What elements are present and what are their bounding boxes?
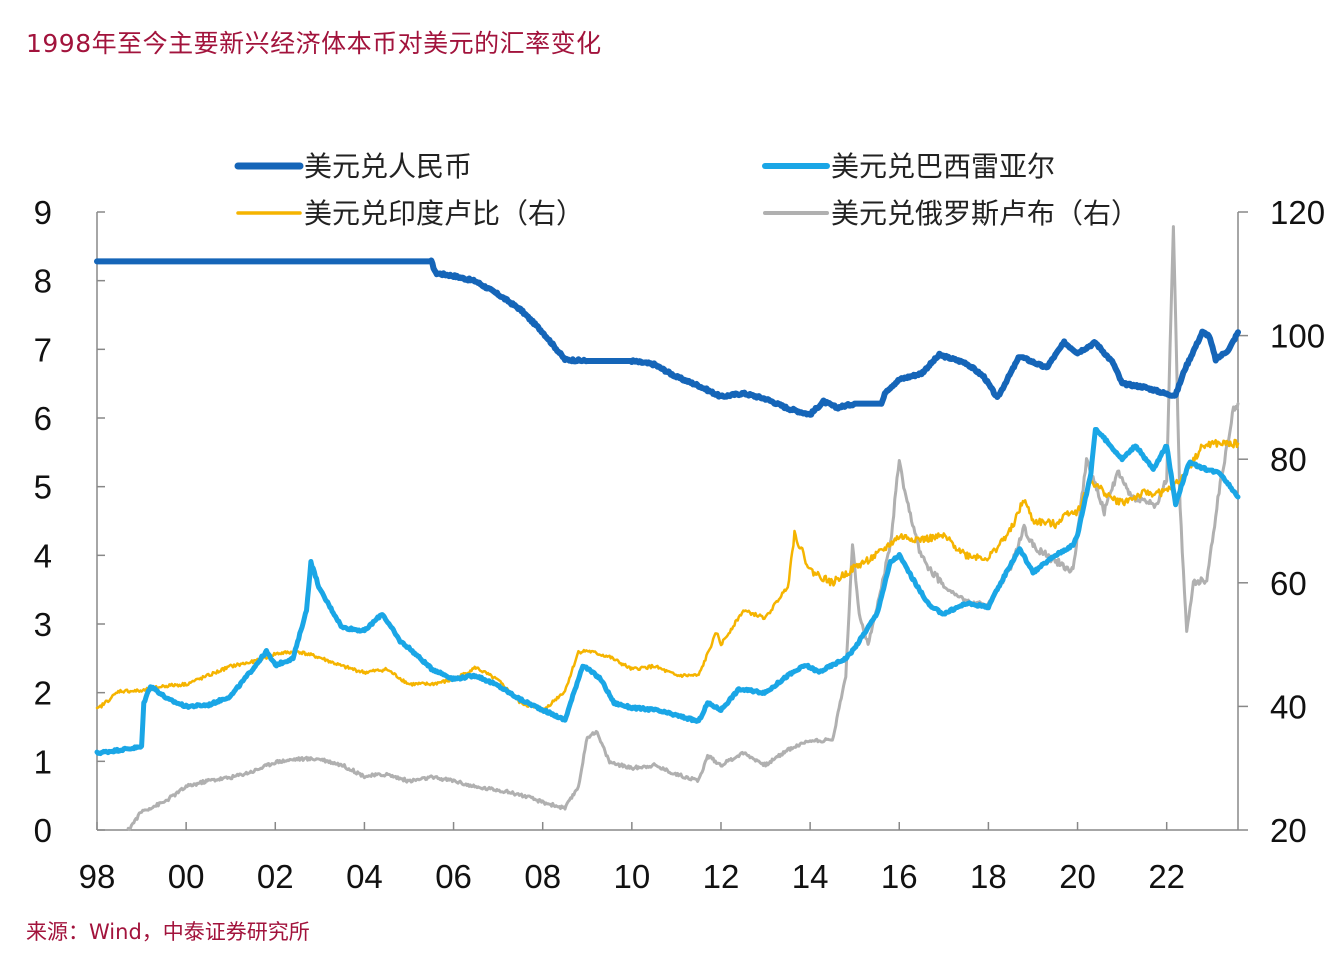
legend-label-2: 美元兑巴西雷亚尔 — [831, 150, 1055, 183]
source-note: 来源：Wind，中泰证券研究所 — [26, 920, 310, 944]
series-line-1 — [94, 257, 1241, 418]
x-tick-label: 14 — [792, 858, 829, 895]
y-left-tick-label: 3 — [34, 606, 52, 643]
x-tick-label: 08 — [524, 858, 561, 895]
x-tick-label: 02 — [257, 858, 294, 895]
series-line-2 — [94, 427, 1241, 757]
x-tick-label: 06 — [435, 858, 472, 895]
y-left-tick-label: 9 — [34, 194, 52, 231]
legend-label-4: 美元兑俄罗斯卢布（右） — [831, 197, 1139, 230]
y-left-tick-label: 6 — [34, 400, 52, 437]
x-tick-label: 10 — [613, 858, 650, 895]
x-tick-label: 18 — [970, 858, 1007, 895]
y-left-tick-label: 0 — [34, 812, 52, 849]
series-line-3 — [95, 438, 1240, 713]
y-left-tick-label: 7 — [34, 331, 52, 368]
series-line-4 — [126, 225, 1240, 831]
y-left-tick-label: 4 — [34, 537, 52, 574]
y-left-tick-label: 1 — [34, 743, 52, 780]
x-tick-label: 00 — [168, 858, 205, 895]
series-lines — [94, 225, 1241, 831]
y-right-tick-label: 60 — [1270, 565, 1307, 602]
x-tick-label: 16 — [881, 858, 918, 895]
y-right-tick-label: 40 — [1270, 688, 1307, 725]
x-tick-label: 98 — [79, 858, 116, 895]
chart-title: 1998年至今主要新兴经济体本币对美元的汇率变化 — [26, 29, 602, 58]
y-left-tick-label: 2 — [34, 675, 52, 712]
y-left-tick-label: 5 — [34, 469, 52, 506]
x-tick-label: 04 — [346, 858, 383, 895]
y-right-tick-label: 20 — [1270, 812, 1307, 849]
x-tick-label: 22 — [1148, 858, 1185, 895]
legend-label-3: 美元兑印度卢比（右） — [304, 197, 584, 230]
y-right-tick-label: 100 — [1270, 318, 1325, 355]
x-tick-label: 20 — [1059, 858, 1096, 895]
y-right-tick-label: 80 — [1270, 441, 1307, 478]
legend-label-1: 美元兑人民币 — [304, 150, 472, 183]
x-tick-label: 12 — [703, 858, 740, 895]
y-right-tick-label: 120 — [1270, 194, 1325, 231]
y-left-tick-label: 8 — [34, 263, 52, 300]
